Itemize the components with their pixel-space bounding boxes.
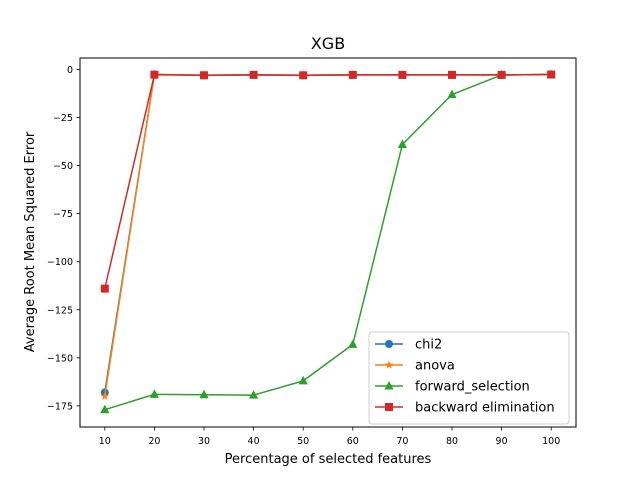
data-point (298, 375, 308, 385)
legend-label: chi2 (415, 338, 442, 353)
data-point (348, 70, 357, 79)
data-point (398, 70, 407, 79)
y-tick-label: −75 (53, 209, 73, 220)
data-point (397, 139, 407, 148)
x-tick-label: 90 (496, 436, 508, 447)
data-point (299, 71, 308, 80)
x-tick-label: 70 (396, 436, 408, 447)
legend-label: anova (415, 359, 455, 374)
y-tick-label: −175 (47, 401, 73, 412)
x-axis-label: Percentage of selected features (225, 452, 432, 467)
axis-ticks: 10 20 30 40 50 60 70 80 90 100 0 −25 −50 −75 −100 −125 −… (47, 65, 560, 447)
legend-label: backward elimination (415, 401, 555, 416)
data-point (200, 71, 208, 80)
chart-title: XGB (311, 34, 345, 53)
data-point (149, 389, 159, 398)
y-tick-label: 0 (67, 65, 73, 76)
data-point (497, 70, 506, 79)
legend-marker (385, 340, 393, 348)
data-point (199, 389, 209, 399)
data-point (100, 391, 110, 400)
legend-item: backward elimination (375, 401, 555, 416)
data-point (150, 70, 159, 79)
x-tick-label: 40 (248, 436, 260, 447)
x-tick-label: 80 (446, 436, 458, 447)
data-point (249, 70, 258, 79)
y-tick-label: −50 (53, 161, 73, 172)
series-backward-elimination (100, 70, 556, 293)
x-tick-label: 20 (148, 436, 160, 447)
legend-marker (384, 360, 394, 369)
legend: chi2 anova forward_selection backward elimi… (368, 331, 570, 425)
data-point (348, 339, 358, 348)
data-point (447, 89, 457, 99)
y-tick-label: −125 (47, 305, 73, 316)
data-point (100, 404, 110, 414)
y-tick-label: −150 (47, 353, 73, 364)
x-tick-label: 30 (198, 436, 210, 447)
data-point (249, 390, 259, 399)
axes-frame (79, 57, 577, 428)
legend-marker (385, 403, 393, 411)
legend-label: forward_selection (415, 380, 530, 395)
data-point (547, 70, 556, 79)
x-tick-label: 10 (99, 436, 111, 447)
plot-area (100, 69, 556, 414)
y-tick-label: −100 (47, 257, 73, 268)
x-tick-label: 60 (347, 436, 359, 447)
legend-item: forward_selection (375, 380, 530, 395)
legend-item: anova (375, 359, 455, 374)
legend-marker (384, 381, 394, 390)
data-point (100, 284, 109, 293)
legend-item: chi2 (375, 338, 442, 353)
series-line (104, 73, 552, 289)
y-tick-label: −25 (53, 113, 73, 124)
x-tick-label: 100 (542, 436, 560, 447)
legend-box (368, 331, 570, 425)
x-tick-label: 50 (297, 436, 309, 447)
y-axis-label: Average Root Mean Squared Error (23, 131, 38, 352)
series-line (104, 73, 552, 411)
data-point (448, 70, 456, 79)
